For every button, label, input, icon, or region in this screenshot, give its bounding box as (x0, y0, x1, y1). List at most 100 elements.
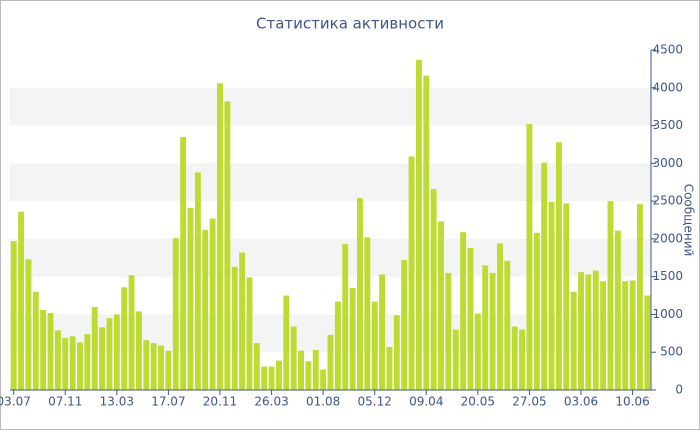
bar (379, 274, 386, 390)
bar (526, 124, 533, 391)
bar (563, 203, 570, 390)
bar (172, 238, 179, 390)
bar (334, 301, 341, 390)
bar (578, 272, 584, 390)
bar (165, 350, 172, 390)
bar (445, 272, 452, 390)
x-tick-label: 09.04 (409, 395, 443, 409)
bar (548, 201, 555, 390)
bar (231, 266, 238, 390)
y-tick-label: 2000 (652, 231, 683, 245)
x-tick-label: 13.03 (100, 395, 134, 409)
bar (327, 334, 334, 390)
bar (202, 229, 209, 390)
x-tick-label: 26.03 (254, 395, 288, 409)
bar (519, 329, 526, 390)
x-tick-label: 20.11 (203, 395, 237, 409)
bar (224, 101, 231, 390)
bar (489, 272, 496, 390)
y-tick-label: 1500 (652, 269, 683, 283)
bar (371, 301, 378, 390)
bar (150, 343, 157, 390)
bar (40, 309, 47, 390)
x-tick-label: 05.12 (358, 395, 392, 409)
bar (408, 156, 415, 390)
bar (607, 201, 614, 390)
bar (18, 211, 24, 390)
bar (482, 265, 489, 390)
bar (106, 318, 113, 390)
bar (290, 326, 297, 390)
bar (585, 274, 592, 390)
bar (349, 288, 356, 390)
bar (614, 230, 621, 390)
bar (320, 369, 327, 390)
bar (91, 306, 98, 390)
bar (541, 162, 548, 390)
bar (629, 280, 636, 390)
bar (474, 313, 481, 390)
bar (467, 247, 474, 390)
bar (504, 260, 511, 390)
bar (438, 221, 444, 390)
grid-band (10, 163, 651, 202)
grid-band (10, 238, 651, 277)
bar (143, 340, 150, 390)
bar (217, 83, 223, 390)
bar (32, 291, 39, 390)
bar (261, 366, 268, 390)
bar (62, 337, 69, 390)
y-tick-label: 0 (675, 383, 683, 397)
x-tick-label: 01.08 (306, 395, 340, 409)
bar (511, 326, 518, 390)
bar (99, 327, 106, 390)
bar (357, 198, 363, 390)
bar (77, 342, 83, 390)
bar (644, 295, 651, 390)
y-tick-label: 2500 (652, 194, 683, 208)
bar (253, 343, 260, 390)
bar (637, 204, 643, 390)
chart-title: Статистика активности (256, 15, 444, 33)
y-tick-label: 3500 (652, 118, 683, 132)
y-tick-label: 4500 (652, 43, 683, 57)
bar (312, 349, 319, 390)
bar (364, 237, 371, 390)
x-tick-label: 27.05 (512, 395, 546, 409)
grid-band (10, 87, 651, 126)
bar (135, 311, 142, 390)
bar (47, 312, 54, 390)
bar (423, 75, 430, 390)
bar (452, 329, 459, 390)
bar (622, 281, 629, 390)
x-tick-label: 03.06 (564, 395, 598, 409)
bar (158, 345, 164, 390)
bar (298, 350, 304, 390)
y-tick-label: 4000 (652, 80, 683, 94)
bar (275, 360, 282, 390)
y-tick-label: 1000 (652, 307, 683, 321)
bar (209, 218, 216, 390)
bar (430, 189, 437, 390)
x-tick-label: 17.07 (151, 395, 185, 409)
bar (194, 172, 201, 390)
bar (10, 241, 17, 390)
x-tick-label: 20.05 (461, 395, 495, 409)
x-tick-label: 03.07 (0, 395, 31, 409)
bar (113, 314, 120, 390)
bar (600, 281, 607, 390)
bar (342, 244, 349, 390)
bar (121, 287, 128, 390)
bar (305, 361, 312, 390)
bar (555, 142, 562, 390)
bar (283, 295, 290, 390)
bar (401, 260, 408, 390)
bar (386, 346, 393, 390)
bar (84, 334, 91, 390)
bar (533, 232, 540, 390)
bar (239, 252, 246, 390)
bar (592, 270, 599, 390)
bar (497, 243, 503, 390)
x-tick-label: 07.11 (48, 395, 82, 409)
